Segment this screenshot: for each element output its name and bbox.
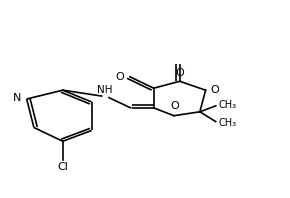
- Text: O: O: [115, 72, 124, 82]
- Text: O: O: [175, 68, 184, 78]
- Text: O: O: [211, 85, 220, 95]
- Text: CH₃: CH₃: [219, 118, 237, 128]
- Text: N: N: [13, 93, 21, 103]
- Text: O: O: [170, 101, 179, 111]
- Text: CH₃: CH₃: [219, 100, 237, 110]
- Text: NH: NH: [97, 85, 112, 95]
- Text: Cl: Cl: [57, 162, 68, 172]
